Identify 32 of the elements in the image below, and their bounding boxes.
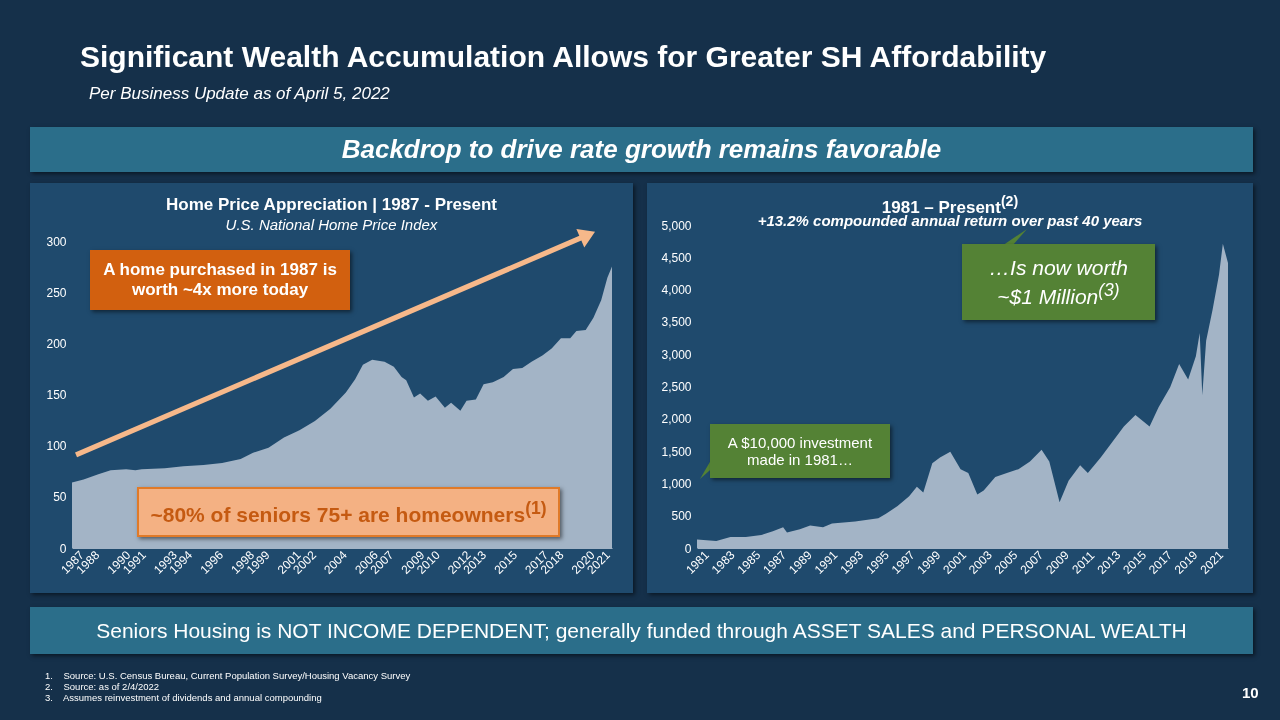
text: Backdrop to drive rate growth remains favorable: [30, 127, 1253, 172]
annotation: …Is now worth ~$1 Million$^{(3)}$: [988, 255, 1129, 309]
y-tick-label: 4,500: [661, 250, 692, 265]
text: Per Business Update as of April 5, 2022: [89, 84, 390, 104]
y-tick-label: 4,000: [661, 283, 692, 298]
chart-subtitle: +13.2% compounded annual return over past 40 years: [757, 212, 1143, 229]
text: 2. Source: as of 2/4/2022: [45, 681, 160, 692]
y-tick-label: 300: [46, 234, 67, 249]
y-tick-label: 200: [46, 336, 67, 351]
annotation: A $10,000 investment made in 1981…: [726, 434, 874, 468]
text: 3. Assumes reinvestment of dividends and annual compounding: [45, 692, 322, 703]
annotation: A home purchased in 1987 is worth ~4x more today: [102, 260, 338, 300]
y-tick-label: 5,000: [661, 218, 692, 233]
text: Significant Wealth Accumulation Allows for Greater SH Affordability: [80, 40, 1047, 74]
y-tick-label: 150: [46, 388, 67, 402]
text: 1. Source: U.S. Census Bureau, Current Population Survey/Housing Vacancy Survey: [45, 670, 411, 681]
chart-title: Home Price Appreciation | 1987 - Present: [165, 195, 498, 215]
y-tick-label: 1,000: [661, 476, 692, 491]
y-tick-label: 250: [46, 285, 67, 300]
chart-subtitle: U.S. National Home Price Index: [224, 216, 439, 233]
text: 10: [1242, 684, 1259, 701]
y-tick-label: 1,500: [661, 444, 692, 459]
y-tick-label: 2,000: [661, 412, 692, 427]
y-tick-label: 3,500: [661, 315, 692, 330]
y-tick-label: 50: [53, 490, 67, 505]
annotation: ~80% of seniors 75+ are homeowners$^{(1)}$: [150, 497, 547, 527]
y-tick-label: 100: [46, 439, 67, 454]
y-tick-label: 0: [684, 541, 692, 556]
text: Seniors Housing is NOT INCOME DEPENDENT; generally funded through ASSET SALES and PERSONAL WEALTH: [30, 607, 1253, 654]
y-tick-label: 2,500: [661, 380, 692, 394]
y-tick-label: 3,000: [661, 347, 692, 362]
y-tick-label: 500: [671, 509, 692, 524]
